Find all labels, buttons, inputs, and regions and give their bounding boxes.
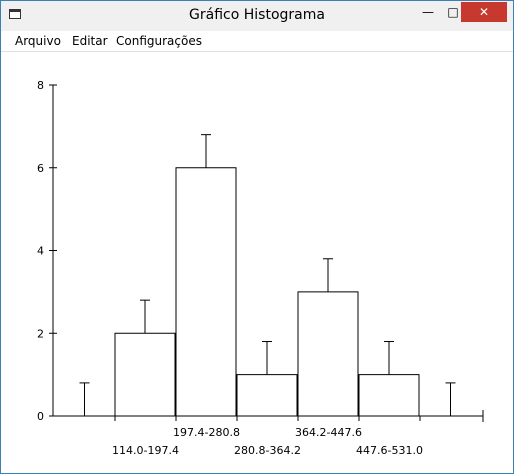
histogram-bar [297, 291, 359, 417]
y-tick-label: 8 [37, 79, 44, 92]
y-tick-label: 2 [37, 327, 44, 340]
histogram-bar [175, 167, 237, 417]
menu-configuracoes[interactable]: Configurações [116, 34, 202, 48]
maximize-button[interactable]: □ [447, 5, 459, 19]
menu-editar[interactable]: Editar [72, 34, 108, 48]
menu-arquivo[interactable]: Arquivo [15, 34, 61, 48]
x-category-label: 114.0-197.4 [112, 444, 179, 457]
y-tick-label: 6 [37, 162, 44, 175]
x-category-label: 280.8-364.2 [234, 444, 301, 457]
minimize-button[interactable]: — [422, 5, 434, 19]
histogram-bar [358, 374, 420, 417]
close-button[interactable]: ✕ [461, 2, 507, 22]
y-tick-label: 4 [37, 245, 44, 258]
title-bar[interactable]: Gráfico Histograma — □ ✕ [1, 1, 513, 31]
histogram-bar [236, 374, 298, 417]
histogram-bar [114, 332, 176, 417]
x-category-label: 364.2-447.6 [295, 426, 362, 439]
histogram-chart: 0 2 4 6 8 114.0-197.4 197.4-280.8 280.8-364.2 36… [37, 79, 484, 457]
menu-bar: Arquivo Editar Configurações [1, 31, 513, 52]
window-app-icon[interactable] [9, 9, 21, 19]
x-category-label: 447.6-531.0 [356, 444, 423, 457]
x-category-label: 197.4-280.8 [173, 426, 240, 439]
y-tick-label: 0 [37, 410, 44, 423]
window-title: Gráfico Histograma [189, 7, 325, 23]
